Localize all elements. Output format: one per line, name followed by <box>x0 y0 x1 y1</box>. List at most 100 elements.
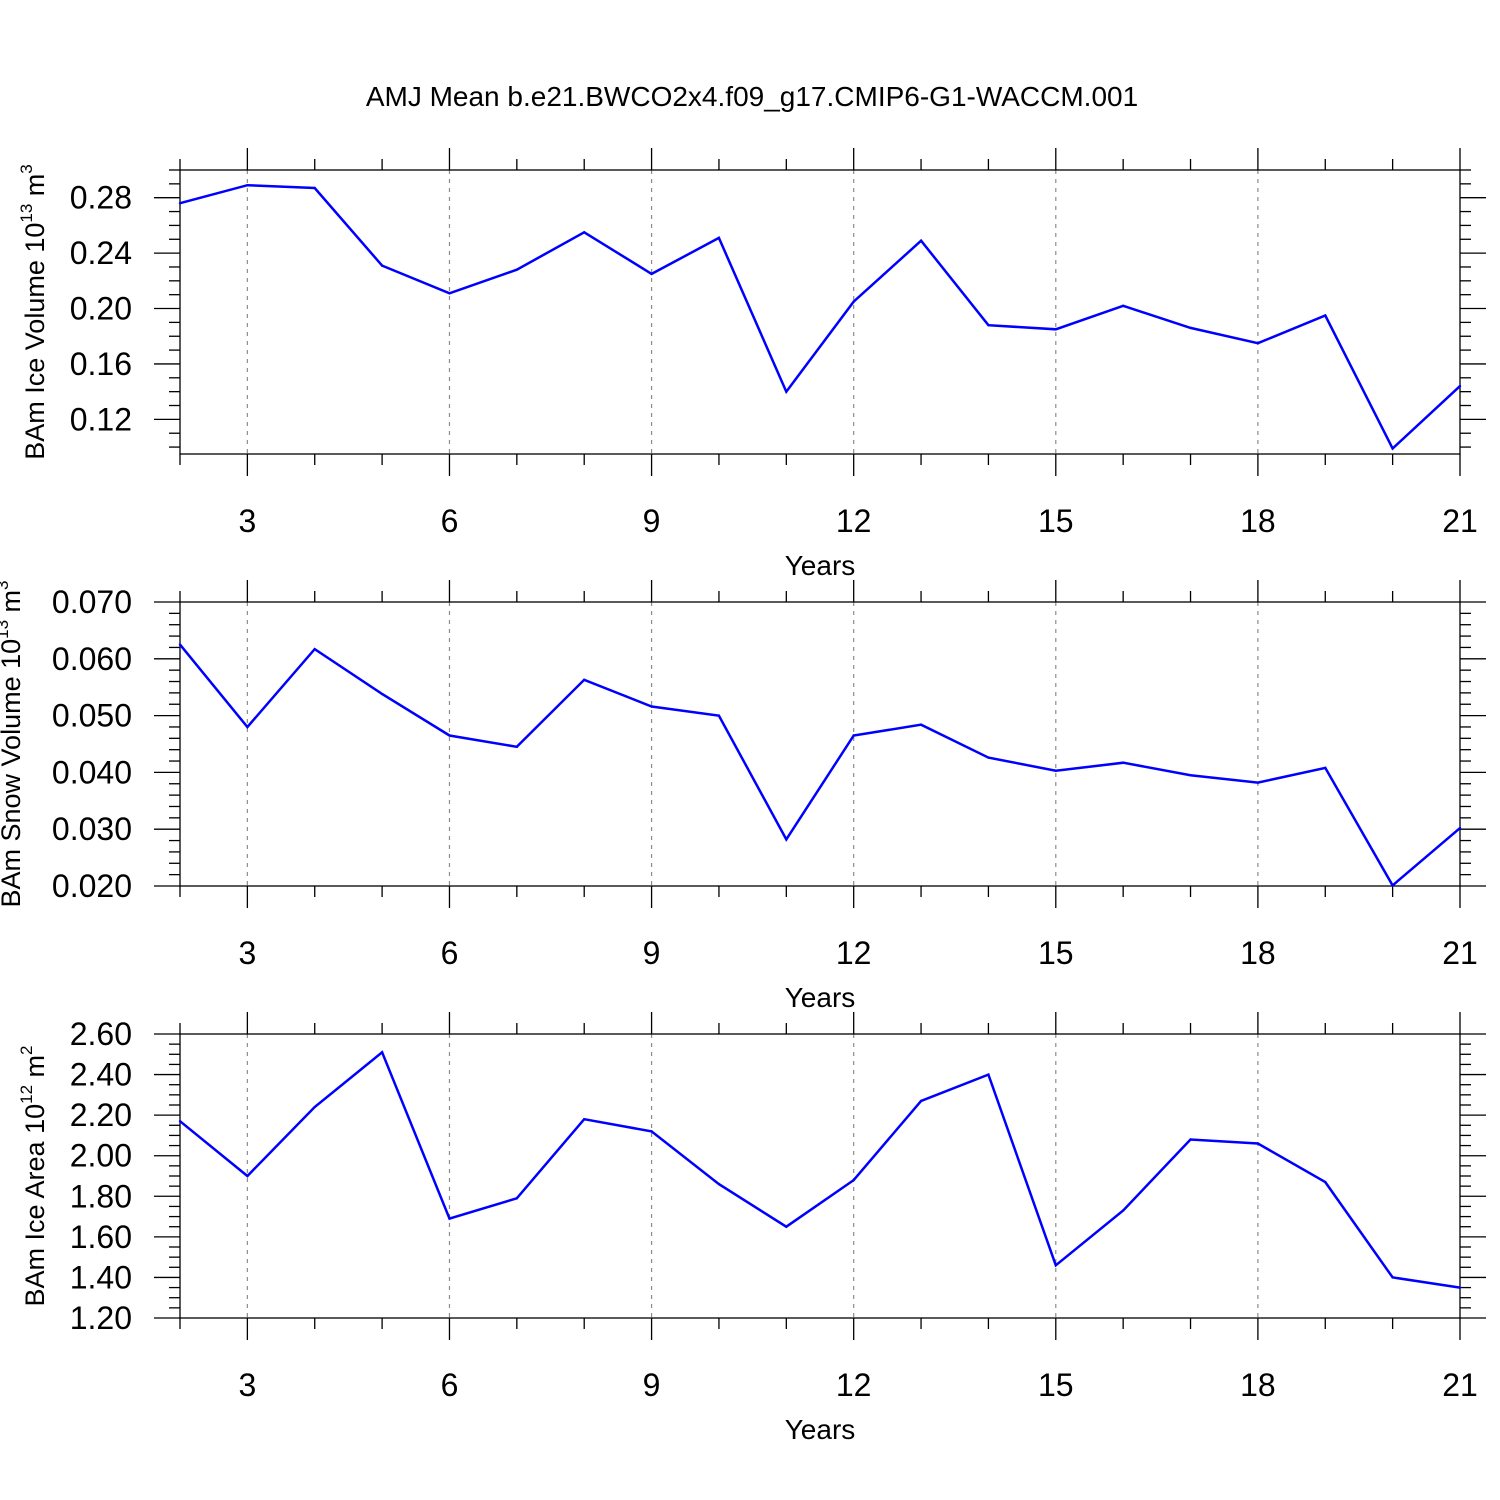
x-tick-label: 3 <box>238 503 256 539</box>
y-axis-label: BAm Ice Volume 1013 m3 <box>17 164 50 460</box>
y-tick-label: 2.40 <box>70 1057 132 1093</box>
data-point <box>919 1099 923 1103</box>
data-point <box>1458 384 1462 388</box>
x-axis-label: Years <box>785 1414 856 1445</box>
x-tick-label: 9 <box>643 503 661 539</box>
y-axis-label-unit-exp: 2 <box>17 1046 36 1055</box>
x-tick-label: 15 <box>1038 1367 1074 1403</box>
x-tick-label: 6 <box>441 1367 459 1403</box>
data-point <box>785 1225 788 1228</box>
x-tick-label: 9 <box>643 1367 661 1403</box>
data-point <box>717 236 721 240</box>
y-tick-label: 0.12 <box>70 401 132 437</box>
chart-title: AMJ Mean b.e21.BWCO2x4.f09_g17.CMIP6-G1-… <box>366 81 1138 112</box>
data-point <box>785 390 788 393</box>
x-axis-label: Years <box>785 982 856 1013</box>
y-tick-label: 0.24 <box>70 235 132 271</box>
x-tick-label: 3 <box>238 935 256 971</box>
snow-volume-panel: 3 6 9 12 15 18 21 0.020 0.030 0.040 0.050 0.060 0.07… <box>0 580 1486 1013</box>
data-point <box>919 723 923 726</box>
data-point <box>1121 304 1125 307</box>
y-tick-label: 0.20 <box>70 291 132 327</box>
data-point <box>1189 1138 1192 1141</box>
plot-frame <box>179 1033 1461 1319</box>
y-axis-label-prefix: BAm Ice Area 10 <box>20 1104 50 1307</box>
x-tick-label: 21 <box>1442 503 1478 539</box>
data-point <box>1189 326 1192 330</box>
y-axis-label: BAm Snow Volume 1013 m3 <box>0 580 26 907</box>
data-point <box>515 268 519 271</box>
data-point <box>313 1105 316 1109</box>
data-point <box>987 756 990 759</box>
data-point <box>717 1182 721 1186</box>
data-point <box>717 714 721 717</box>
series-line <box>179 643 1461 888</box>
data-point <box>1256 341 1260 345</box>
data-point <box>1324 1180 1327 1184</box>
data-point <box>583 678 586 682</box>
data-point <box>246 184 249 187</box>
data-point <box>380 264 384 267</box>
y-tick-label: 0.050 <box>52 698 132 734</box>
x-tick-label: 6 <box>441 935 459 971</box>
data-point <box>1324 766 1327 770</box>
y-tick-label: 0.28 <box>70 180 132 216</box>
y-tick-label: 1.60 <box>70 1219 132 1255</box>
x-tick-label: 9 <box>643 935 661 971</box>
x-tick-label: 18 <box>1240 935 1276 971</box>
y-axis-label-prefix: BAm Snow Volume 10 <box>0 639 26 908</box>
data-point <box>178 643 182 646</box>
y-tick-label: 0.040 <box>52 754 132 790</box>
data-point <box>650 272 653 276</box>
data-point <box>448 292 451 295</box>
data-point <box>1324 314 1327 317</box>
y-tick-label: 0.020 <box>52 868 132 904</box>
data-point <box>515 745 519 749</box>
data-point <box>1391 447 1394 450</box>
y-axis-label-exp: 12 <box>17 1085 36 1104</box>
data-point <box>987 1073 990 1076</box>
x-tick-label: 18 <box>1240 503 1276 539</box>
y-axis-label: BAm Ice Area 1012 m2 <box>17 1046 50 1307</box>
data-point <box>178 202 182 205</box>
data-point <box>785 838 788 841</box>
data-point <box>246 725 249 729</box>
data-point <box>313 186 316 190</box>
data-point <box>919 239 923 242</box>
series-line <box>179 1050 1461 1289</box>
ice-area-panel: 3 6 9 12 15 18 21 1.20 1.40 1.60 1.80 2.00 2.20 2.40 2… <box>17 1012 1486 1445</box>
x-tick-label: 15 <box>1038 935 1074 971</box>
data-point <box>583 1118 586 1121</box>
data-point <box>852 734 855 737</box>
y-tick-label: 2.00 <box>70 1138 132 1174</box>
y-axis-label-unit: m <box>20 1055 50 1085</box>
data-point <box>1458 1286 1462 1289</box>
data-point <box>448 1217 451 1220</box>
data-point <box>1391 1276 1394 1279</box>
x-tick-label: 3 <box>238 1367 256 1403</box>
data-point <box>1458 826 1462 830</box>
data-point <box>246 1174 249 1178</box>
y-axis-label-unit-exp: 3 <box>17 164 36 173</box>
data-point <box>448 734 451 737</box>
data-point <box>650 1130 653 1133</box>
data-point <box>1121 761 1125 764</box>
data-point <box>515 1197 519 1200</box>
x-tick-label: 15 <box>1038 503 1074 539</box>
data-point <box>1391 884 1394 887</box>
data-point <box>178 1120 182 1123</box>
x-tick-label: 6 <box>441 503 459 539</box>
y-tick-label: 2.60 <box>70 1016 132 1052</box>
data-point <box>650 705 653 708</box>
y-axis-label-unit: m <box>0 590 26 620</box>
y-tick-label: 0.030 <box>52 811 132 847</box>
data-point <box>852 1178 855 1182</box>
data-point <box>1256 1142 1260 1145</box>
series-line <box>179 183 1461 451</box>
y-tick-label: 0.060 <box>52 641 132 677</box>
y-tick-label: 1.40 <box>70 1259 132 1295</box>
y-axis-label-unit-exp: 3 <box>0 580 12 589</box>
x-tick-label: 12 <box>836 935 872 971</box>
data-point <box>852 300 855 303</box>
